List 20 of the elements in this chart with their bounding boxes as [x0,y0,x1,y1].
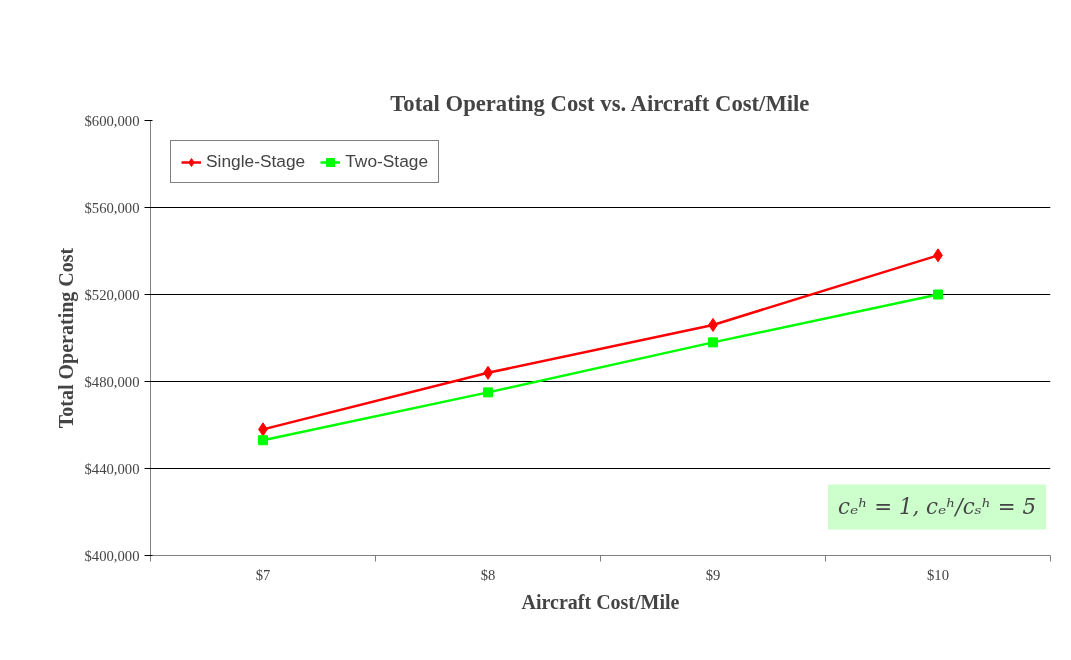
y-axis-title: Total Operating Cost [54,247,78,429]
legend-label: Single-Stage [206,151,306,172]
x-tick-label: $8 [480,566,496,583]
y-tick-label: $560,000 [84,199,140,216]
y-tick-label: $520,000 [84,286,140,303]
chart-title: Total Operating Cost vs. Aircraft Cost/Mile [390,90,810,116]
point [933,289,943,300]
x-axis-title: Aircraft Cost/Mile [521,590,680,613]
legend-label: Two-Stage [345,151,429,172]
point [708,337,718,348]
point [483,387,493,398]
x-tick-label: $10 [927,566,949,583]
x-tick-label: $9 [705,566,721,583]
annotation: cₑʰ = 1, cₑʰ/cₛʰ = 5 [838,494,1037,520]
y-tick-label: $400,000 [84,547,140,564]
y-tick-label: $600,000 [84,112,140,129]
y-tick-label: $480,000 [84,373,140,390]
x-tick-label: $7 [255,566,271,583]
point [258,435,268,446]
y-tick-label: $440,000 [84,460,140,477]
